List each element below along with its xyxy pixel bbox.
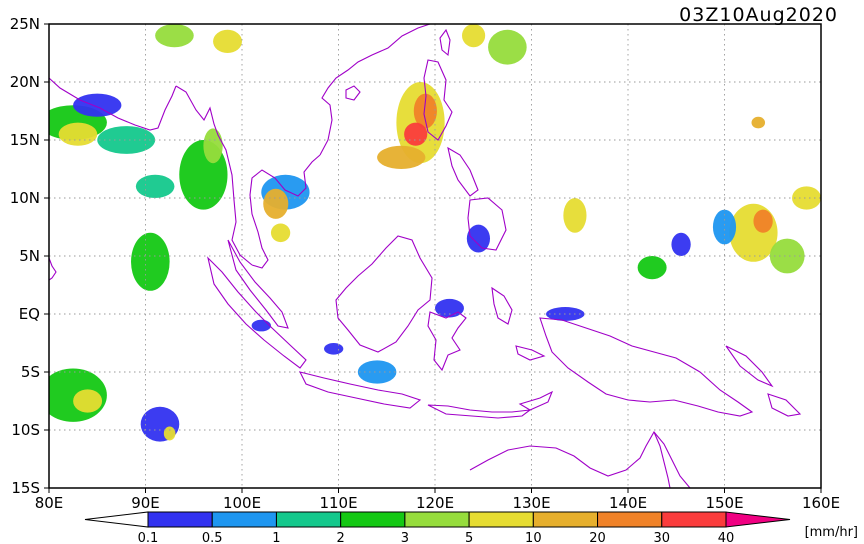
lat-label: 15N [10, 131, 40, 149]
colorbar-swatch [211, 511, 277, 528]
coastline-visayas [447, 146, 479, 197]
colorbar-label: 0.1 [138, 531, 159, 544]
coastline-bismarck [725, 345, 802, 417]
colorbar-label: 5 [465, 531, 473, 544]
coastline-myanmar [175, 85, 253, 266]
lon-label: 160E [802, 494, 840, 512]
colorbar-swatch [147, 511, 213, 528]
precip-cell [404, 122, 428, 146]
colorbar-label: 1 [272, 531, 280, 544]
colorbar-label: 30 [654, 531, 671, 544]
precip-cell [131, 232, 170, 291]
colorbar-swatch [597, 511, 663, 528]
precip-cell [792, 186, 821, 210]
coastline-luzon [423, 59, 453, 141]
lat-label: 25N [10, 15, 40, 33]
precip-cell [270, 223, 291, 243]
precip-cell [637, 256, 667, 280]
coastline-moluccas [491, 286, 546, 361]
lon-label: 90E [131, 494, 160, 512]
coastline-sumatra [207, 256, 307, 369]
precip-cell [73, 389, 103, 413]
lat-label: 10S [11, 421, 40, 439]
colorbar-swatch [275, 511, 342, 528]
precip-cell [203, 128, 223, 164]
colorbar-swatch [468, 511, 534, 528]
coastline-malay-peninsula [227, 239, 289, 329]
latitude-labels: 25N 20N 15N 10N 5N EQ 5S 10S 15S [10, 15, 49, 497]
precip-cell [155, 24, 194, 48]
precip-cell [753, 209, 773, 233]
lon-label: 120E [416, 494, 454, 512]
lat-label: EQ [19, 305, 40, 323]
colorbar-label: 0.5 [202, 531, 223, 544]
longitude-labels: 80E 90E 100E 110E 120E 130E 140E 150E 160E [35, 488, 840, 512]
lat-label: 5S [21, 363, 40, 381]
colorbar-label: 40 [718, 531, 735, 544]
precip-cell [751, 116, 766, 129]
colorbar-label: 20 [589, 531, 606, 544]
precip-cell [324, 343, 344, 355]
colorbar: 0.1 0.5 1 2 3 5 10 20 30 40 [84, 511, 791, 544]
coastline-vietnam-china [319, 24, 431, 156]
colorbar-swatch [661, 511, 727, 528]
precip-cell [563, 198, 587, 233]
precip-cell [213, 29, 242, 53]
coastline-cape-york [653, 431, 671, 488]
lat-label: 5N [19, 247, 40, 265]
precip-cell [712, 209, 737, 245]
coastlines [49, 24, 802, 488]
colorbar-high-arrow [725, 511, 791, 528]
lat-label: 15S [11, 479, 40, 497]
coastline-new-guinea [539, 317, 754, 417]
coastline-sri-lanka [49, 257, 57, 281]
colorbar-swatch [532, 511, 599, 528]
coastline-java [298, 371, 422, 409]
coastline-india [49, 77, 177, 131]
coastline-mindanao [467, 197, 507, 251]
precip-cell [58, 122, 98, 146]
precip-cell [251, 319, 271, 332]
lat-label: 10N [10, 189, 40, 207]
precip-cell [377, 145, 426, 169]
precip-layer [49, 24, 821, 442]
coastline-sulawesi [427, 311, 467, 372]
lon-label: 80E [35, 494, 64, 512]
colorbar-swatch [340, 511, 406, 528]
colorbar-label: 3 [401, 531, 409, 544]
lon-label: 110E [319, 494, 357, 512]
colorbar-label: 10 [525, 531, 542, 544]
precip-cell [73, 93, 122, 117]
precip-cell [135, 174, 175, 198]
lon-label: 100E [223, 494, 261, 512]
lon-label: 140E [609, 494, 647, 512]
coastline-thailand-gulf [249, 154, 321, 269]
precip-cell [163, 426, 176, 441]
coastline-australia [469, 431, 691, 488]
precip-cell [413, 93, 437, 129]
precip-cell [357, 360, 397, 384]
unit-label: [mm/hr] [805, 525, 858, 540]
precip-cell [435, 298, 464, 318]
coastline-taiwan [439, 28, 451, 57]
lon-label: 150E [705, 494, 743, 512]
precip-cell [263, 188, 289, 219]
coastline-hainan [345, 85, 361, 101]
coastline-borneo [335, 235, 433, 353]
precip-cell [769, 238, 805, 274]
lon-label: 130E [512, 494, 550, 512]
colorbar-label: 2 [337, 531, 345, 544]
coastline-timor [518, 390, 554, 411]
precip-cell [97, 126, 156, 154]
precip-cell [488, 29, 527, 65]
precip-cell [466, 224, 491, 253]
precip-cell [671, 232, 691, 256]
colorbar-swatch [404, 511, 470, 528]
timestamp: 03Z10Aug2020 [679, 4, 838, 26]
lat-label: 20N [10, 73, 40, 91]
precip-cell [462, 24, 486, 48]
